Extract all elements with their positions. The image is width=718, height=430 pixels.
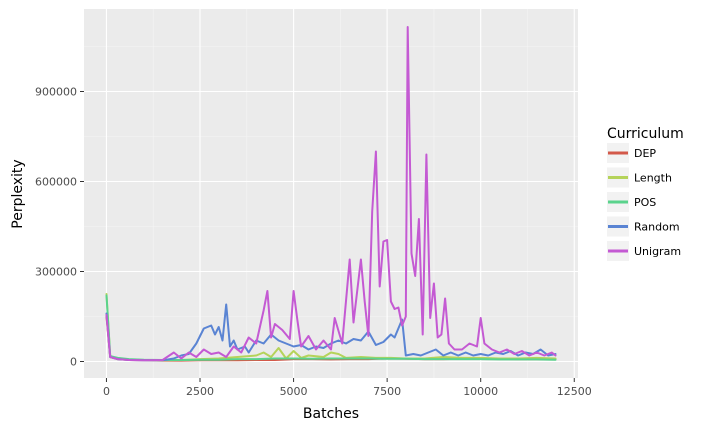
x-tick-label: 5000 (280, 385, 308, 398)
series-lines (105, 26, 557, 362)
y-axis-title: Perplexity (10, 159, 26, 228)
x-tick-label: 7500 (373, 385, 401, 398)
y-tick-label: 600000 (35, 176, 77, 189)
y-tick-label: 900000 (35, 86, 77, 99)
legend-label-random: Random (634, 221, 680, 234)
panel-background (84, 9, 578, 378)
major-gridlines (84, 9, 578, 378)
legend-label-unigram: Unigram (634, 245, 681, 258)
x-tick-label: 10000 (463, 385, 498, 398)
x-tick-label: 2500 (186, 385, 214, 398)
x-axis-title: Batches (303, 406, 359, 422)
legend-label-pos: POS (634, 196, 656, 209)
legend: Curriculum DEP Length POS Random Unigram (607, 126, 684, 261)
legend-label-length: Length (634, 172, 672, 185)
x-tick-label: 0 (103, 385, 110, 398)
y-axis: 0 300000 600000 900000 (35, 86, 84, 369)
y-tick-label: 300000 (35, 266, 77, 279)
y-tick-label: 0 (70, 356, 77, 369)
legend-label-dep: DEP (634, 147, 656, 160)
series-line-unigram (105, 26, 557, 362)
x-tick-label: 12500 (557, 385, 592, 398)
minor-gridlines (84, 9, 578, 378)
x-axis: 0 2500 5000 7500 10000 12500 (103, 378, 592, 398)
legend-title: Curriculum (607, 126, 684, 142)
